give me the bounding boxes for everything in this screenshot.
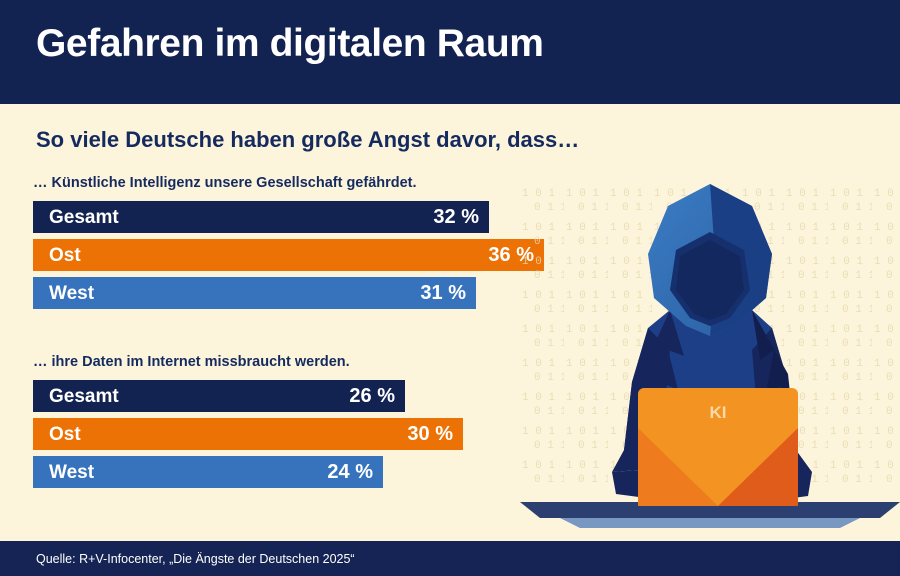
chart-group-daten: … ihre Daten im Internet missbraucht wer… [33,354,463,488]
bar-label: West [49,282,95,304]
bar-label: Gesamt [49,385,119,407]
bar-row: Ost 30 % [33,418,463,450]
group-heading: … ihre Daten im Internet missbraucht wer… [33,354,350,370]
bar-row: Gesamt 26 % [33,380,405,412]
desk-reflection [560,518,860,528]
page-title: Gefahren im digitalen Raum [36,22,544,65]
bar-value: 30 % [407,423,453,445]
hacker-face-void-inner [676,240,744,320]
bar-value: 24 % [327,461,373,483]
bar-row: West 31 % [33,277,476,309]
bar-row: Ost 36 % [33,239,544,271]
bar-label: Ost [49,423,81,445]
hacker-illustration: 1 0 1 0 1 1 [520,150,900,530]
hacker-chest-shadow-right [752,310,796,450]
bar-list: Gesamt 32 % Ost 36 % West 31 % [33,201,544,309]
bar-label: Gesamt [49,206,119,228]
subtitle: So viele Deutsche haben große Angst davo… [36,127,580,152]
bar-value: 26 % [349,385,395,407]
footer-band [0,541,900,576]
bar-row: West 24 % [33,456,383,488]
source-note: Quelle: R+V-Infocenter, „Die Ängste der … [36,552,355,566]
group-heading: … Künstliche Intelligenz unsere Gesellsc… [33,175,417,191]
bar-label: West [49,461,95,483]
bar-list: Gesamt 26 % Ost 30 % West 24 % [33,380,463,488]
bar-value: 31 % [420,282,466,304]
header-band: Gefahren im digitalen Raum [0,0,900,104]
chart-group-ki: … Künstliche Intelligenz unsere Gesellsc… [33,175,544,309]
desk-surface [520,502,900,518]
bar-value: 32 % [433,206,479,228]
laptop-label: KI [710,403,727,422]
bar-label: Ost [49,244,81,266]
laptop-screen-fold-dark [718,428,798,506]
bar-row: Gesamt 32 % [33,201,489,233]
